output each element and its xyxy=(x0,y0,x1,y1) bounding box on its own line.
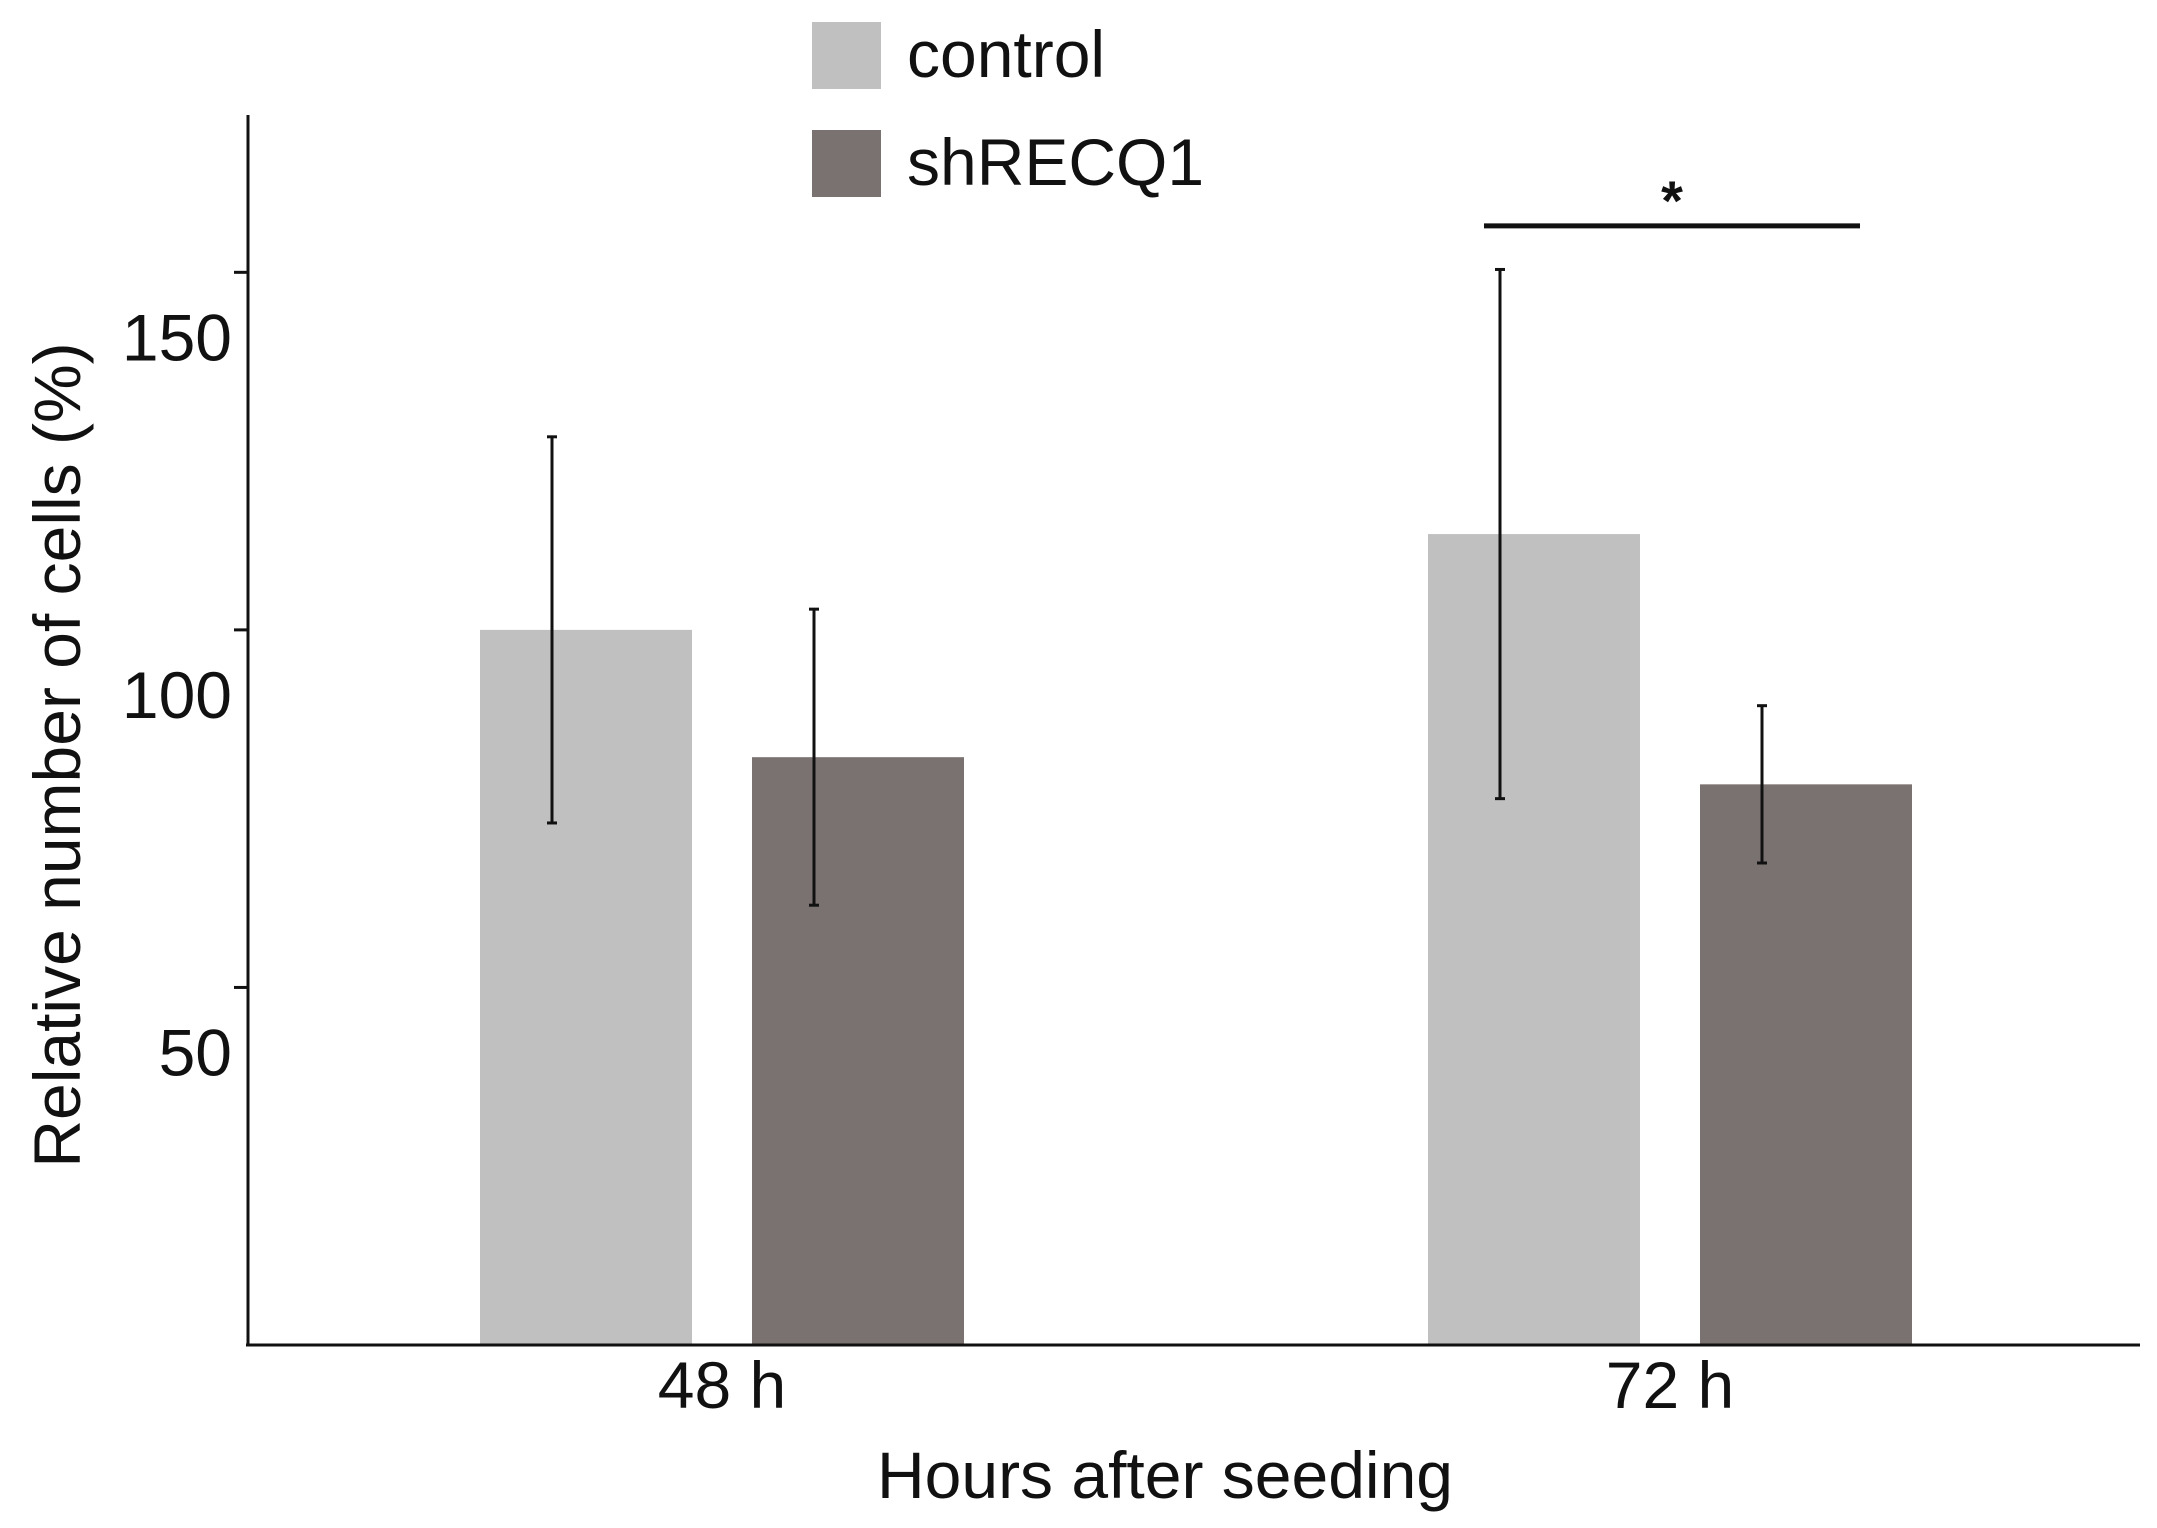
error-bars xyxy=(547,267,1767,907)
bar-control-48h xyxy=(480,629,692,1345)
bar-shRECQ1-48h xyxy=(752,757,964,1345)
bar-shRECQ1-72h xyxy=(1700,784,1912,1345)
axes xyxy=(246,115,2140,1347)
y-tick-label: 100 xyxy=(122,658,232,732)
legend-label-shRECQ1: shRECQ1 xyxy=(907,125,1204,199)
x-tick-label: 48 h xyxy=(658,1348,786,1422)
legend-swatch-shRECQ1 xyxy=(812,130,881,197)
x-axis-label: Hours after seeding xyxy=(877,1438,1453,1512)
y-tick-label: 50 xyxy=(159,1015,232,1089)
significance-star: * xyxy=(1661,169,1683,232)
legend-label-control: control xyxy=(907,17,1105,91)
legend-swatch-control xyxy=(812,22,881,89)
bar-control-72h xyxy=(1428,534,1640,1345)
bars xyxy=(480,534,1912,1345)
y-tick-label: 150 xyxy=(122,300,232,374)
annotations: * xyxy=(1484,169,1860,232)
legend: control shRECQ1 xyxy=(812,17,1204,199)
y-axis-label: Relative number of cells (%) xyxy=(20,342,94,1167)
ticks: 50 100 150 48 h 72 h xyxy=(122,270,1734,1422)
x-tick-label: 72 h xyxy=(1606,1348,1734,1422)
